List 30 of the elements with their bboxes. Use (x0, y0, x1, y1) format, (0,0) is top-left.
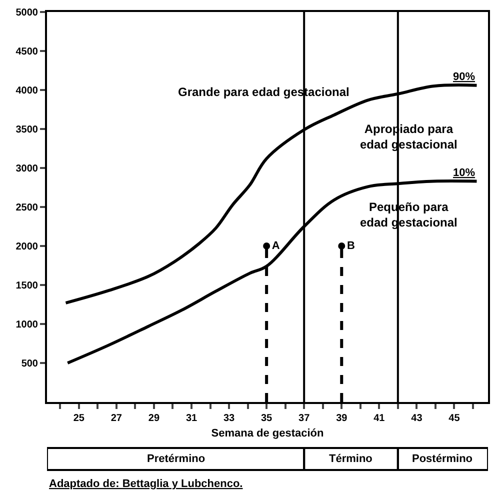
y-tick-label: 2000 (16, 242, 38, 252)
data-label: A (272, 240, 280, 252)
y-tick-label: 1000 (16, 320, 38, 330)
x-tick-label: 43 (411, 413, 423, 424)
data-label: B (347, 240, 356, 252)
text: Pretérmino (147, 453, 206, 465)
x-tick-label: 39 (336, 413, 348, 424)
y-tick-label: 5000 (16, 8, 38, 18)
text: Adaptado de: Bettaglia y Lubchenco. (49, 478, 243, 490)
x-tick-label: 41 (374, 413, 386, 424)
x-tick-label: 29 (148, 413, 160, 424)
y-tick-label: 3000 (16, 164, 38, 174)
y-tick-label: 500 (21, 358, 38, 370)
y-tick-label: 1500 (16, 280, 38, 292)
x-tick-label: 33 (223, 413, 236, 424)
text: Término (329, 453, 373, 465)
y-tick-label: 2500 (16, 202, 38, 214)
series-label: 90% (453, 71, 476, 83)
y-tick-label: 4000 (16, 86, 38, 96)
x-tick-label: 37 (298, 413, 310, 424)
y-tick-label: 4500 (16, 46, 38, 58)
x-tick-label: 31 (186, 413, 198, 424)
x-tick-label: 27 (110, 413, 122, 424)
x-tick-label: 45 (448, 413, 460, 424)
y-tick-label: 3500 (16, 124, 38, 136)
series-label: 10% (453, 167, 476, 179)
text: Postérmino (412, 453, 473, 465)
x-axis-title: Semana de gestación (211, 428, 324, 440)
x-tick-label: 25 (73, 413, 85, 424)
x-tick-label: 35 (260, 413, 273, 424)
